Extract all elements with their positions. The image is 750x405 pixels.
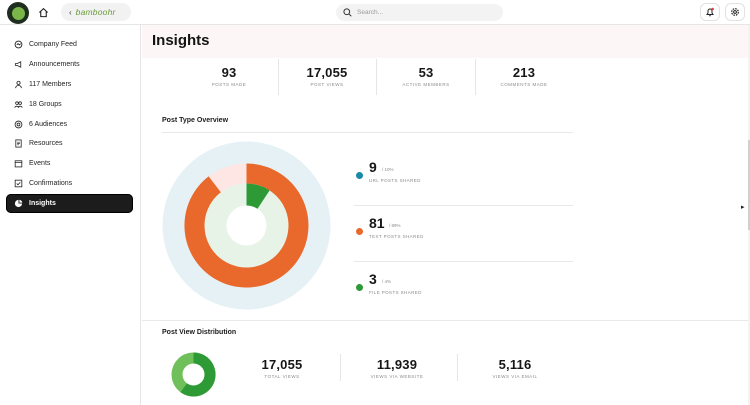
home-icon	[38, 7, 48, 17]
brand-label: bamboohr	[75, 7, 116, 17]
sidebar-item-label: 6 Audiences	[29, 121, 68, 128]
calendar-icon	[14, 159, 23, 168]
sidebar-item-label: Confirmations	[29, 180, 73, 187]
stat-views-via-email: 5,116 VIEWS VIA EMAIL	[475, 357, 555, 379]
settings-button[interactable]	[725, 3, 745, 21]
divider	[457, 354, 458, 381]
stat-label: ACTIVE MEMBERS	[402, 82, 450, 87]
stat-value: 17,055	[261, 357, 303, 372]
divider	[340, 354, 341, 381]
stat-value: 5,116	[498, 357, 532, 372]
megaphone-icon	[14, 60, 23, 69]
home-button[interactable]	[34, 3, 52, 21]
search-icon	[343, 8, 352, 17]
sidebar-item-confirmations[interactable]: Confirmations	[6, 174, 133, 193]
document-icon	[14, 139, 23, 148]
stat-total-views: 17,055 TOTAL VIEWS	[242, 357, 322, 379]
brand-switcher[interactable]: ‹ bamboohr	[61, 3, 131, 21]
divider	[376, 59, 377, 95]
top-bar: ‹ bamboohr Search...	[0, 0, 750, 25]
legend-value: 9	[369, 159, 377, 175]
sidebar-item-groups[interactable]: 18 Groups	[6, 95, 133, 114]
stat-value: 11,939	[376, 357, 418, 372]
divider	[142, 320, 748, 321]
sidebar-item-insights[interactable]: Insights	[6, 194, 133, 213]
legend-dot	[356, 228, 363, 235]
page-title: Insights	[152, 32, 210, 49]
notifications-button[interactable]	[700, 3, 720, 21]
stat-comments-made: 213 COMMENTS MADE	[484, 65, 564, 87]
checklist-icon	[14, 179, 23, 188]
scrollbar[interactable]	[748, 25, 750, 405]
insights-icon	[14, 199, 23, 208]
main-content: Insights 93 POSTS MADE 17,055 POST VIEWS…	[142, 25, 748, 405]
donut-hole	[182, 363, 205, 386]
post-type-title: Post Type Overview	[162, 117, 229, 124]
sidebar-item-announcements[interactable]: Announcements	[6, 55, 133, 74]
stat-views-via-website: 11,939 VIEWS VIA WEBSITE	[357, 357, 437, 379]
sidebar-item-events[interactable]: Events	[6, 154, 133, 173]
sidebar-item-label: Announcements	[29, 61, 80, 68]
stat-label: VIEWS VIA EMAIL	[492, 374, 538, 379]
sidebar-item-company-feed[interactable]: Company Feed	[6, 35, 133, 54]
sidebar-item-resources[interactable]: Resources	[6, 134, 133, 153]
stat-value: 93	[221, 65, 237, 80]
stat-active-members: 53 ACTIVE MEMBERS	[386, 65, 466, 87]
page-header: Insights	[142, 25, 748, 58]
bell-icon	[706, 7, 714, 17]
legend-label: FILE POSTS SHARED	[369, 290, 422, 295]
stat-value: 17,055	[306, 65, 348, 80]
stat-post-views: 17,055 POST VIEWS	[287, 65, 367, 87]
sidebar-item-label: Events	[29, 160, 51, 167]
stat-label: COMMENTS MADE	[500, 82, 548, 87]
sidebar: Company Feed Announcements 117 Members 1…	[0, 25, 141, 405]
divider	[475, 59, 476, 95]
legend-value: 81	[369, 215, 385, 231]
sidebar-item-members[interactable]: 117 Members	[6, 75, 133, 94]
stat-posts-made: 93 POSTS MADE	[189, 65, 269, 87]
app-logo[interactable]	[7, 2, 29, 24]
legend-percent: / 10%	[382, 167, 394, 172]
sidebar-item-label: Insights	[29, 200, 56, 207]
post-type-donut-chart	[162, 141, 331, 310]
mouse-cursor-icon: ▸	[741, 204, 745, 211]
sidebar-item-label: Company Feed	[29, 41, 77, 48]
stat-label: POSTS MADE	[211, 82, 247, 87]
search-placeholder: Search...	[357, 9, 384, 16]
search-input[interactable]: Search...	[336, 4, 503, 21]
stat-label: VIEWS VIA WEBSITE	[370, 374, 424, 379]
divider	[162, 132, 573, 133]
view-distribution-donut-chart	[171, 352, 216, 397]
donut-hole	[226, 205, 267, 246]
groups-icon	[14, 100, 23, 109]
stat-value: 53	[418, 65, 434, 80]
target-icon	[14, 120, 23, 129]
chevron-left-icon: ‹	[69, 7, 72, 17]
sidebar-item-label: 18 Groups	[29, 101, 62, 108]
legend-url-posts: 9 / 10% URL POSTS SHARED	[354, 157, 574, 197]
view-distribution-title: Post View Distribution	[162, 329, 237, 336]
legend-dot	[356, 172, 363, 179]
stat-value: 213	[512, 65, 536, 80]
legend-file-posts: 3 / 4% FILE POSTS SHARED	[354, 269, 574, 309]
legend-percent: / 89%	[389, 223, 401, 228]
sidebar-item-audiences[interactable]: 6 Audiences	[6, 115, 133, 134]
legend-percent: / 4%	[382, 279, 392, 284]
legend-label: URL POSTS SHARED	[369, 178, 421, 183]
scrollbar-thumb[interactable]	[748, 140, 750, 230]
stat-label: TOTAL VIEWS	[264, 374, 300, 379]
person-icon	[14, 80, 23, 89]
legend-dot	[356, 284, 363, 291]
legend-value: 3	[369, 271, 377, 287]
sidebar-item-label: 117 Members	[29, 81, 72, 88]
gear-icon	[731, 8, 739, 16]
feed-icon	[14, 40, 23, 49]
divider	[354, 205, 573, 206]
divider	[354, 261, 573, 262]
legend-text-posts: 81 / 89% TEXT POSTS SHARED	[354, 213, 574, 253]
stat-label: POST VIEWS	[310, 82, 344, 87]
sidebar-item-label: Resources	[29, 140, 63, 147]
divider	[278, 59, 279, 95]
legend-label: TEXT POSTS SHARED	[369, 234, 424, 239]
